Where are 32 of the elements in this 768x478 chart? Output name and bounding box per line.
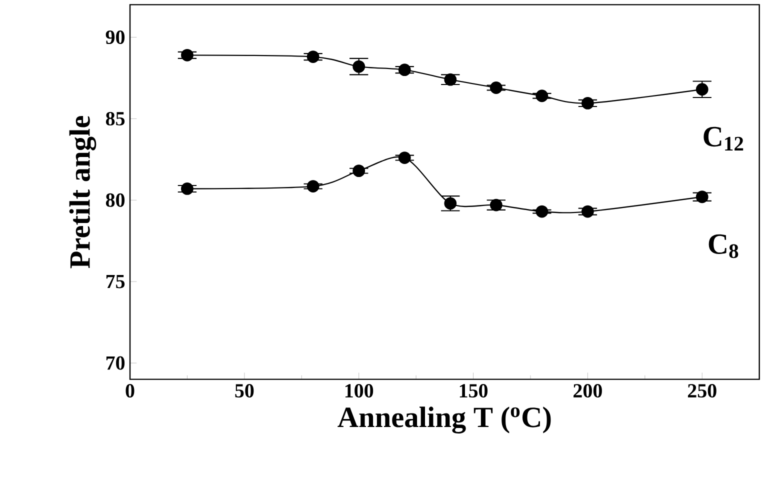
point	[352, 164, 366, 178]
x-tick-label: 150	[460, 384, 488, 398]
x-tick-label: 250	[688, 384, 716, 398]
point	[444, 197, 457, 210]
point	[490, 82, 502, 94]
x-tick-label: 0	[126, 384, 134, 398]
point	[181, 48, 194, 62]
point	[582, 205, 594, 218]
y-axis-title: Pretilt angle	[69, 116, 96, 268]
point	[306, 50, 320, 63]
point	[696, 190, 708, 204]
point	[444, 73, 457, 86]
y-tick-label: 75	[106, 274, 125, 288]
series-label: C$_{12}$	[704, 126, 744, 150]
point	[582, 97, 594, 110]
x-tick-label: 50	[235, 384, 254, 398]
series-label: C$_{8}$	[708, 234, 738, 258]
y-tick-label: 85	[106, 112, 125, 126]
y-tick-label: 70	[106, 356, 125, 370]
y-tick-label: 90	[106, 30, 125, 44]
x-tick-label: 200	[574, 384, 602, 398]
point	[398, 152, 411, 164]
point	[181, 182, 194, 195]
x-axis-title: Annealing T ($^{o}$C)	[338, 406, 551, 434]
x-tick-label: 100	[345, 384, 374, 398]
point	[536, 205, 548, 218]
point	[306, 180, 320, 192]
point	[398, 64, 411, 76]
point	[352, 60, 366, 73]
point	[536, 90, 548, 102]
point	[490, 198, 502, 212]
y-tick-label: 80	[106, 193, 125, 207]
